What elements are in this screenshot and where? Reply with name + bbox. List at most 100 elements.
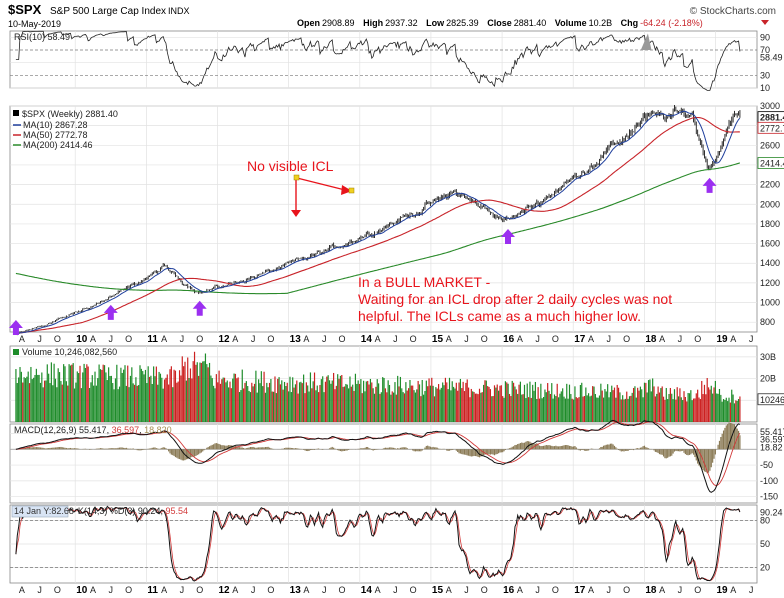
volume-bar [440,387,442,422]
volume-bar [617,387,620,422]
volume-bar [653,386,655,422]
macd-histogram-bar [401,447,403,450]
volume-bar [549,393,551,422]
volume-bar [200,362,202,422]
volume-bar [605,391,607,422]
price-tick-label: 1800 [760,219,780,229]
volume-bar [368,384,370,422]
volume-bar [275,393,277,422]
volume-bar [118,386,121,422]
macd-histogram-bar [563,445,565,450]
macd-histogram-bar [500,449,502,453]
macd-histogram-bar [507,448,509,450]
macd-histogram-bar [512,446,515,450]
volume-bar [628,396,631,422]
last-value-label: 2772.78 [760,123,784,133]
macd-tick-label: 18.82 [760,442,783,452]
volume-bar [147,366,149,422]
macd-histogram-bar [542,445,545,450]
volume-bar [99,369,102,422]
year-label: 19 [717,585,729,596]
volume-bar [169,369,171,422]
volume-bar [667,399,669,422]
macd-histogram-bar [113,448,115,450]
volume-bar [161,377,163,422]
macd-histogram-bar [541,446,543,450]
volume-bar [601,390,603,422]
macd-histogram-bar [503,449,505,452]
month-label: J [180,585,185,595]
macd-histogram-bar [472,449,474,457]
volume-bar [230,388,232,422]
volume-bar [349,376,351,422]
macd-histogram-bar [567,445,569,450]
macd-histogram-bar [35,447,37,450]
price-tick-label: 2600 [760,140,780,150]
macd-histogram-bar [241,447,243,450]
macd-histogram-bar [123,447,125,450]
volume-bar [127,365,129,422]
volume-bar [298,382,301,422]
volume-bar [28,383,31,422]
macd-histogram-bar [559,446,561,450]
macd-histogram-bar [662,449,665,457]
volume-bar [733,403,736,422]
macd-histogram-bar [112,448,114,450]
macd-histogram-bar [129,448,132,450]
volume-bar [397,375,399,422]
volume-bar [327,375,329,422]
volume-bar [611,385,613,422]
volume-bar [577,398,579,422]
volume-bar [19,367,21,422]
volume-bar [622,395,624,422]
macd-histogram-bar [223,445,226,450]
month-label: J [251,334,256,344]
macd-histogram-bar [131,448,133,450]
macd-histogram-bar [259,447,261,450]
macd-histogram-bar [424,447,426,450]
volume-bar [735,400,737,422]
year-label: 18 [645,585,657,596]
macd-histogram-bar [680,449,682,452]
macd-histogram-bar [676,449,678,452]
macd-histogram-bar [417,449,419,452]
volume-bar [105,372,107,422]
month-label: J [322,334,327,344]
macd-histogram-bar [289,447,291,450]
volume-bar [150,375,152,422]
volume-bar [444,377,447,422]
macd-histogram-bar [687,449,689,456]
volume-bar [458,382,460,422]
volume-bar [672,399,674,422]
volume-bar [102,364,104,422]
macd-histogram-bar [307,449,309,452]
macd-histogram-bar [270,448,272,450]
volume-bar [356,383,358,422]
macd-histogram-bar [187,449,189,460]
macd-histogram-bar [173,449,175,456]
volume-bar [112,383,114,422]
volume-bar [488,386,490,422]
macd-histogram-bar [590,448,592,450]
volume-bar [662,396,665,422]
macd-histogram-bar [581,449,583,451]
volume-bar [159,373,162,422]
volume-bar [140,368,142,422]
macd-histogram-bar [705,449,707,472]
volume-bar [427,386,429,422]
volume-bar [718,388,721,422]
macd-histogram-bar [536,443,538,450]
macd-histogram-bar [519,443,522,450]
volume-bar [103,365,106,422]
macd-histogram-bar [240,447,242,450]
high-label: High [363,18,383,28]
year-label: 14 [361,334,373,345]
volume-bar [320,379,322,422]
volume-bar [378,383,380,422]
macd-histogram-bar [162,447,164,450]
volume-bar [334,389,336,422]
macd-legend-part: 36.597 [112,425,140,435]
volume-bar [705,394,707,422]
ma-legend-0: MA(10) 2867.28 [23,120,88,130]
